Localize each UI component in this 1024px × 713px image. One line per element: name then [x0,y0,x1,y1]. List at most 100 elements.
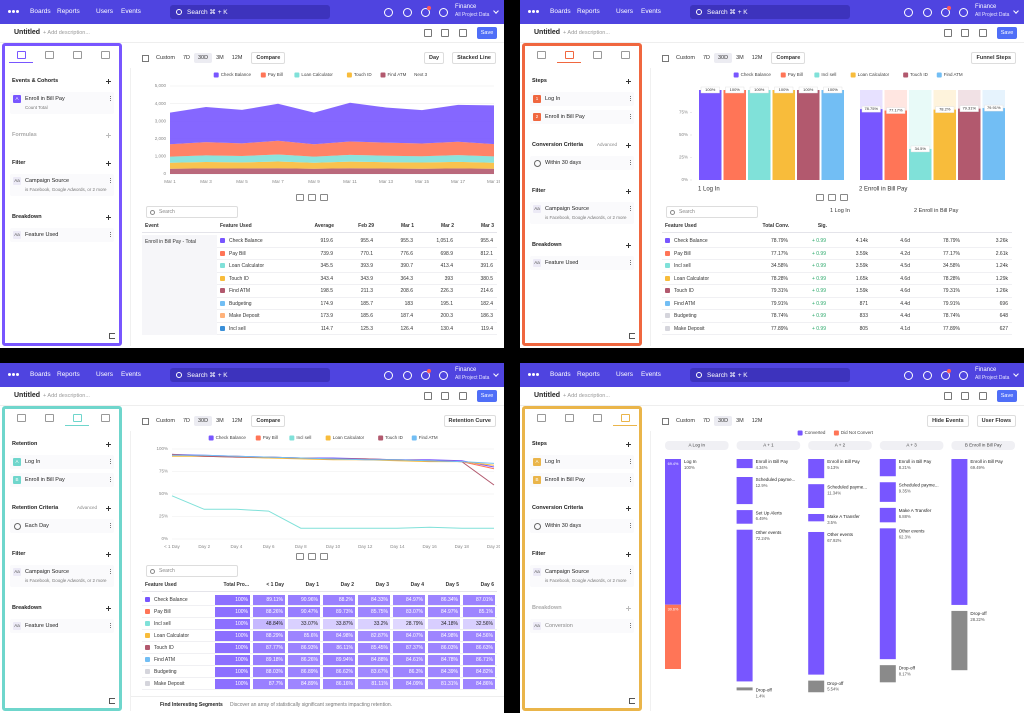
toolbar-button[interactable]: 30D [193,416,213,426]
section-title: Breakdown [532,605,562,611]
item-badge: Aa [13,622,21,630]
table-cell: Touch ID [229,275,249,282]
nav-icon [941,371,950,380]
toolbar-button[interactable]: Custom [676,55,695,61]
save-button[interactable]: Save [997,390,1017,402]
sidebar-tab [17,414,26,422]
toolbar-button[interactable]: Compare [251,415,286,427]
column-header: Feature Used [145,582,177,588]
toolbar-button[interactable]: 7D [702,418,710,424]
toolbar-button[interactable]: 3M [216,55,224,61]
logo-dot [16,373,19,376]
node-label: Other events [899,529,926,534]
toolbar-button[interactable]: Day [423,52,445,64]
table-cell: 87.37% [393,643,425,653]
tab-underline [65,425,89,426]
bar [982,108,1005,180]
table-cell: 85.6% [288,631,320,641]
column-header: Mar 3 [480,223,494,229]
header-icon [979,392,987,400]
node-value: 6.88% [899,514,911,519]
add-icon-v [628,506,629,511]
row-checkbox [665,300,670,306]
toolbar-button[interactable]: Compare [251,52,286,64]
table-cell: 84.98% [428,631,460,641]
calendar-icon [142,54,149,62]
toolbar-button[interactable]: Stacked Line [452,52,496,64]
item-label: Log In [545,96,561,102]
toolbar-button[interactable]: Compare [771,52,806,64]
toolbar-button[interactable]: 7D [182,55,190,61]
sidebar-item: Aa Feature Used [530,256,634,270]
content-divider [130,68,131,346]
save-button[interactable]: Save [477,27,497,39]
column-header [665,441,729,450]
save-button[interactable]: Save [477,390,497,402]
toolbar-button[interactable]: 12M [231,55,243,61]
legend-label: Converted [805,430,826,435]
toolbar-button[interactable]: Retention Curve [443,415,496,427]
table-cell: 413.4 [440,263,453,269]
toolbar-button[interactable]: 30D [713,416,733,426]
table-cell: 88.29% [253,631,285,641]
table-cell: 211.3 [360,288,373,294]
sidebar-tab [537,414,546,422]
toolbar-button[interactable]: 3M [736,418,744,424]
toolbar-button[interactable]: 12M [751,55,763,61]
x-tick-label: Day 2 [198,544,210,549]
x-tick-label: 2 Enroll in Bill Pay [859,187,907,192]
menu-dot [630,264,631,265]
table-cell: 380.5 [480,275,493,282]
save-button[interactable]: Save [997,27,1017,39]
bar [884,110,907,180]
column-header: Mar 1 [400,223,414,229]
x-tick-label: Day 18 [455,544,470,549]
table-cell: 84.98% [323,631,355,641]
column-title: A + 1 [763,443,774,448]
add-icon-v [628,442,629,447]
table-cell: 4.4d [900,300,910,307]
toolbar-button[interactable]: 3M [736,55,744,61]
toolbar-button[interactable]: 30D [713,53,733,63]
toolbar-button[interactable]: Hide Events [927,415,969,427]
toolbar-button[interactable]: 12M [751,418,763,424]
table-group-header: 2 Enroll in Bill Pay [914,208,959,214]
table-cell: 130.4 [440,325,453,332]
table-cell: 226.3 [440,288,453,294]
toolbar-button[interactable]: Custom [156,55,175,61]
sidebar-item: Aa Campaign Source is Facebook, Google Adw… [10,565,114,587]
column-title: A Log In [689,443,706,448]
toolbar-button[interactable]: 12M [231,418,243,424]
table-cell: 1.24k [995,263,1008,269]
node-label: Drop-off [970,611,987,616]
toolbar-button[interactable]: Custom [156,418,175,424]
node-label: Enroll in Bill Pay [756,459,789,464]
toolbar-button[interactable]: User Flows [976,415,1016,427]
item-badge: 2 [533,113,541,121]
toolbar-button[interactable]: 7D [182,418,190,424]
toolbar-button[interactable]: 7D [702,55,710,61]
node-label: Make A Transfer [827,514,860,519]
legend-more: Next 3 [414,72,428,77]
table-cell: 100% [215,607,250,617]
menu-dot [110,96,111,97]
table-cell: 627 [999,325,1008,332]
table-cell: 81.31% [428,679,460,689]
toolbar-button[interactable]: 3M [216,418,224,424]
value-label-box [984,104,1004,112]
group-label: Enroll in Bill Pay - Total [145,239,197,245]
flow-node [879,459,896,477]
logo-dot [532,10,535,13]
table-cell: 3.59k [855,250,868,257]
toolbar-button[interactable]: 30D [193,53,213,63]
x-tick-label: Mar 15 [415,179,430,184]
report-description: + Add description... [563,30,610,36]
view-icon [308,553,316,560]
toolbar-button[interactable]: Custom [676,418,695,424]
add-icon-v [628,243,629,248]
table-cell: 79.31% [943,288,960,294]
item-badge: A [13,95,21,103]
toolbar-button[interactable]: Funnel Steps [971,52,1016,64]
menu-dot [630,114,631,115]
row-checkbox [145,597,150,602]
